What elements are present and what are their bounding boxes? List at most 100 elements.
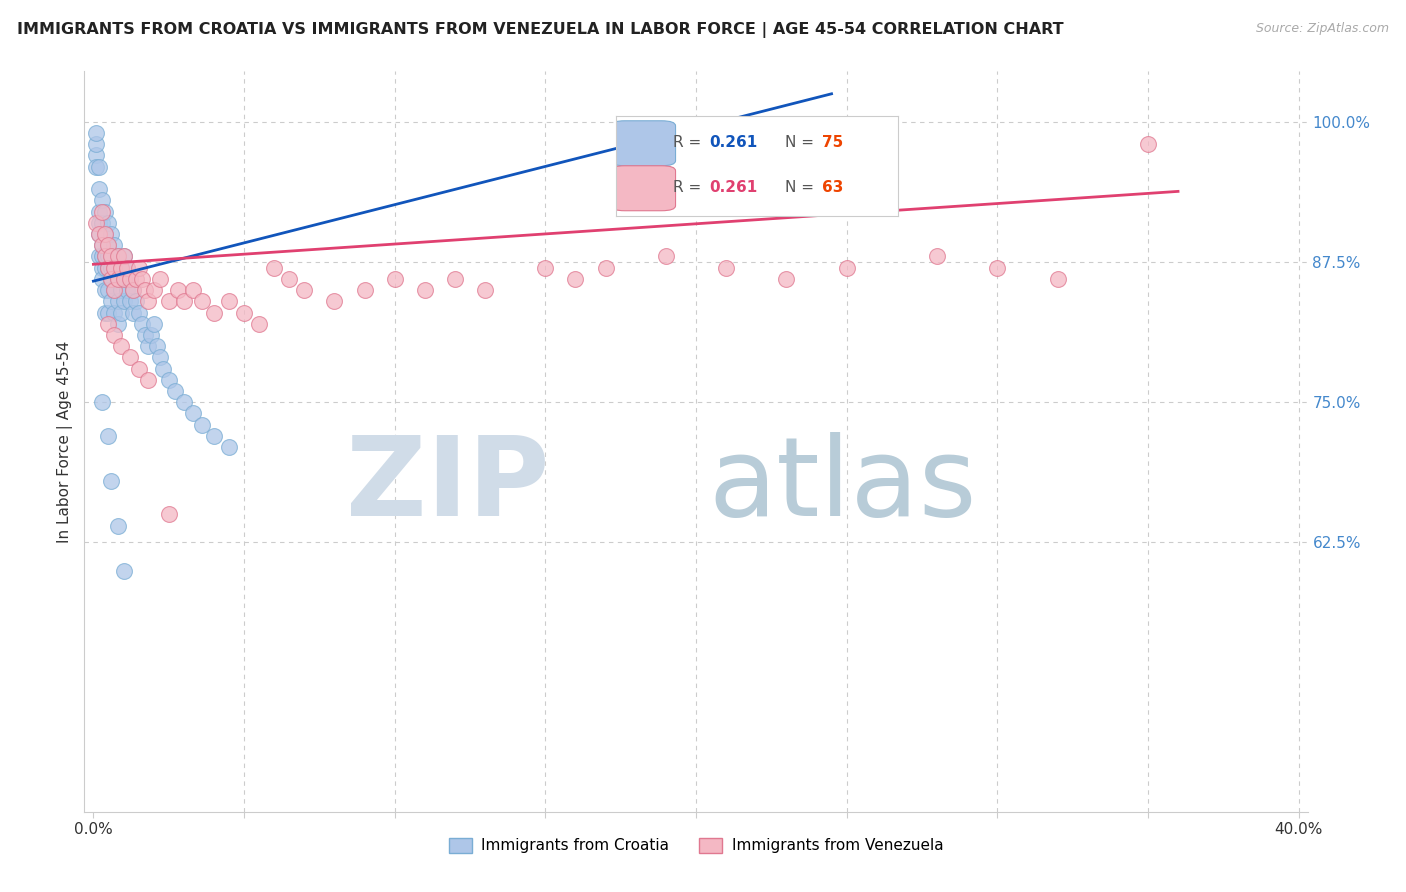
- Point: [86, 160, 108, 174]
- Point: [91, 272, 114, 286]
- Point: [100, 260, 122, 275]
- Point: [118, 294, 141, 309]
- Point: [278, 272, 301, 286]
- Point: [136, 294, 159, 309]
- Point: [86, 148, 108, 162]
- Point: [134, 283, 156, 297]
- Point: [94, 227, 117, 241]
- Point: [94, 260, 117, 275]
- Point: [89, 227, 111, 241]
- Point: [128, 260, 150, 275]
- Point: [91, 260, 114, 275]
- Point: [89, 160, 111, 174]
- Point: [353, 283, 375, 297]
- Point: [103, 283, 125, 297]
- Point: [152, 361, 174, 376]
- Point: [655, 249, 678, 264]
- Point: [107, 294, 129, 309]
- Point: [94, 283, 117, 297]
- Point: [1136, 137, 1159, 152]
- Point: [218, 440, 240, 454]
- Point: [191, 294, 214, 309]
- Point: [474, 283, 496, 297]
- Point: [110, 339, 132, 353]
- Point: [124, 272, 146, 286]
- Point: [139, 328, 162, 343]
- Point: [444, 272, 467, 286]
- Point: [163, 384, 186, 398]
- Point: [107, 518, 129, 533]
- Point: [775, 272, 797, 286]
- Point: [94, 249, 117, 264]
- Point: [134, 328, 156, 343]
- Point: [100, 474, 122, 488]
- Point: [166, 283, 188, 297]
- Point: [986, 260, 1008, 275]
- Point: [103, 283, 125, 297]
- Point: [136, 339, 159, 353]
- Point: [94, 204, 117, 219]
- Point: [131, 317, 153, 331]
- Point: [149, 351, 172, 365]
- Point: [110, 260, 132, 275]
- Point: [97, 317, 120, 331]
- Point: [97, 216, 120, 230]
- Point: [107, 249, 129, 264]
- Point: [118, 272, 141, 286]
- Point: [118, 272, 141, 286]
- Point: [181, 407, 204, 421]
- Point: [103, 238, 125, 252]
- Point: [128, 361, 150, 376]
- Point: [115, 283, 138, 297]
- Point: [112, 272, 135, 286]
- Point: [233, 305, 256, 319]
- Point: [121, 283, 143, 297]
- Text: Source: ZipAtlas.com: Source: ZipAtlas.com: [1256, 22, 1389, 36]
- Point: [121, 283, 143, 297]
- Point: [86, 137, 108, 152]
- Point: [173, 294, 195, 309]
- Point: [89, 182, 111, 196]
- Point: [142, 317, 165, 331]
- Point: [173, 395, 195, 409]
- Point: [100, 249, 122, 264]
- Point: [413, 283, 436, 297]
- Point: [103, 305, 125, 319]
- Point: [112, 294, 135, 309]
- Point: [112, 249, 135, 264]
- Point: [247, 317, 270, 331]
- Point: [124, 294, 146, 309]
- Point: [142, 283, 165, 297]
- Point: [100, 227, 122, 241]
- Point: [835, 260, 858, 275]
- Point: [97, 283, 120, 297]
- Point: [925, 249, 948, 264]
- Point: [595, 260, 617, 275]
- Point: [110, 305, 132, 319]
- Y-axis label: In Labor Force | Age 45-54: In Labor Force | Age 45-54: [58, 341, 73, 542]
- Point: [97, 238, 120, 252]
- Point: [202, 429, 225, 443]
- Point: [89, 216, 111, 230]
- Point: [91, 216, 114, 230]
- Point: [107, 249, 129, 264]
- Point: [91, 194, 114, 208]
- Point: [103, 260, 125, 275]
- Point: [263, 260, 285, 275]
- Point: [534, 260, 557, 275]
- Point: [100, 272, 122, 286]
- Point: [564, 272, 586, 286]
- Point: [323, 294, 346, 309]
- Point: [89, 249, 111, 264]
- Point: [112, 272, 135, 286]
- Point: [94, 305, 117, 319]
- Point: [157, 294, 180, 309]
- Text: atlas: atlas: [709, 433, 977, 540]
- Point: [91, 395, 114, 409]
- Point: [202, 305, 225, 319]
- Point: [128, 305, 150, 319]
- Point: [89, 204, 111, 219]
- Point: [100, 294, 122, 309]
- Point: [714, 260, 737, 275]
- Point: [115, 260, 138, 275]
